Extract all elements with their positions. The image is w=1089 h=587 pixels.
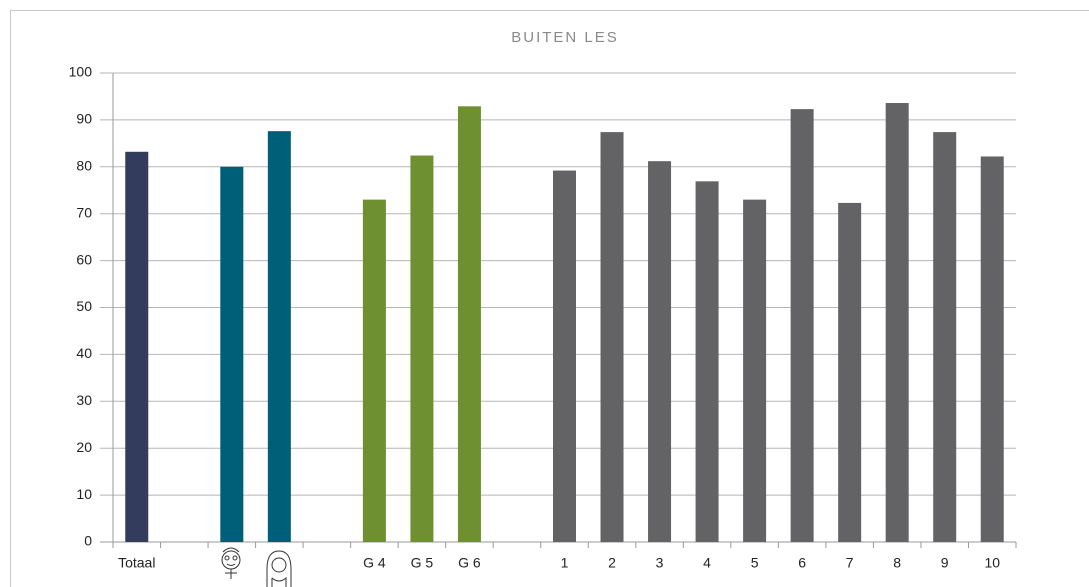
x-tick-label: 7 xyxy=(846,555,854,571)
bar xyxy=(838,203,861,542)
y-tick-label: 60 xyxy=(76,251,92,267)
x-tick-label: G 4 xyxy=(363,555,386,571)
x-tick-label: 9 xyxy=(941,555,949,571)
bar xyxy=(886,103,909,542)
bar xyxy=(743,200,766,542)
bar xyxy=(553,171,576,542)
chart: BUITEN LES 0 10 20 30 40 50 60 70 80 90 100 Totaal G… xyxy=(0,0,1089,587)
bar xyxy=(648,161,671,542)
y-tick-label: 40 xyxy=(76,345,92,361)
bar xyxy=(125,152,148,542)
x-tick-label: G 6 xyxy=(458,555,481,571)
bar xyxy=(458,106,481,542)
x-tick-label: Totaal xyxy=(118,555,155,571)
bar xyxy=(981,156,1004,542)
y-tick-label: 100 xyxy=(69,64,93,80)
bar xyxy=(791,109,814,542)
x-tick-label: 5 xyxy=(751,555,759,571)
x-tick-label: 1 xyxy=(561,555,569,571)
y-tick-label: 10 xyxy=(76,486,92,502)
bar xyxy=(268,131,291,542)
x-tick-label: 10 xyxy=(984,555,1000,571)
x-tick-label: 3 xyxy=(656,555,664,571)
y-tick-label: 50 xyxy=(76,298,92,314)
bar xyxy=(933,132,956,542)
bar xyxy=(601,132,624,542)
bar xyxy=(220,167,243,542)
y-tick-label: 70 xyxy=(76,204,92,220)
y-tick-label: 80 xyxy=(76,158,92,174)
bar xyxy=(696,181,719,542)
frame xyxy=(11,11,1089,587)
y-tick-label: 0 xyxy=(84,533,92,549)
x-tick-label: 4 xyxy=(703,555,711,571)
page: {"chart_data": {"type": "bar", "title": … xyxy=(0,0,1089,587)
x-tick-label: G 5 xyxy=(411,555,434,571)
x-tick-label: 2 xyxy=(608,555,616,571)
bar xyxy=(410,156,433,542)
x-tick-label: 8 xyxy=(893,555,901,571)
y-tick-label: 30 xyxy=(76,392,92,408)
chart-title: BUITEN LES xyxy=(511,29,619,46)
x-tick-label: 6 xyxy=(798,555,806,571)
y-tick-label: 20 xyxy=(76,439,92,455)
bar xyxy=(363,200,386,542)
y-tick-label: 90 xyxy=(76,111,92,127)
